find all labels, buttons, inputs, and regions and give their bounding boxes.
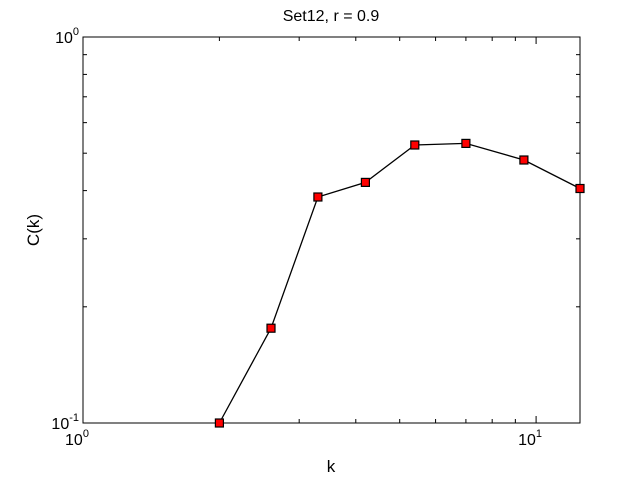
y-tick-label: 10-1 (51, 412, 79, 433)
data-point-marker (575, 183, 585, 194)
x-tick-label: 101 (518, 428, 542, 449)
series-line (218, 142, 581, 424)
y-tick-label: 100 (55, 26, 79, 47)
data-point-marker (461, 138, 471, 148)
plot-frame (82, 36, 581, 424)
minor-ticks (83, 37, 580, 423)
y-axis-label: C(k) (24, 214, 43, 246)
x-axis-label: k (327, 457, 336, 476)
data-point-marker (360, 177, 370, 187)
data-point-marker (214, 418, 224, 428)
x-tick-label: 100 (65, 428, 89, 449)
chart-title: Set12, r = 0.9 (283, 8, 380, 25)
data-point-marker (313, 192, 323, 202)
plot-area (83, 37, 580, 423)
data-point-marker (519, 155, 529, 165)
series-layer (214, 138, 585, 428)
data-point-marker (266, 323, 276, 333)
data-point-marker (410, 140, 420, 150)
